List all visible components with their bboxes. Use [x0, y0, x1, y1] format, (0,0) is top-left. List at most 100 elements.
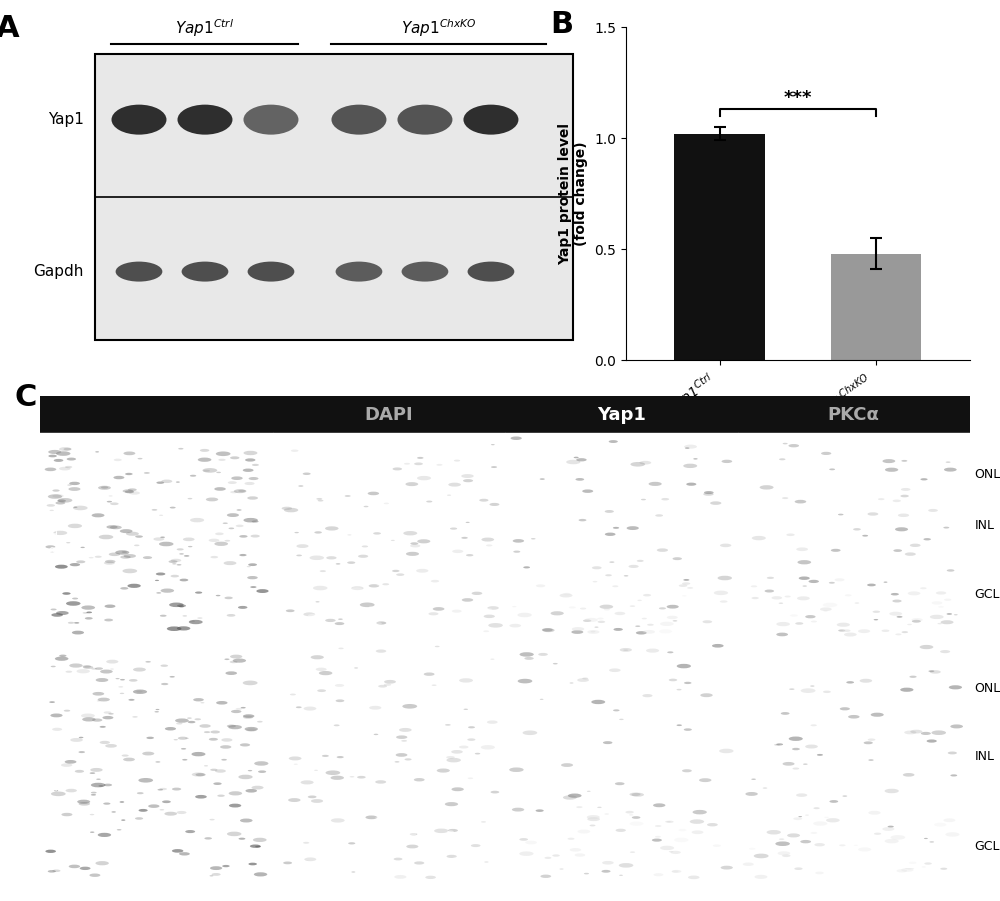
Ellipse shape: [540, 875, 551, 878]
Ellipse shape: [593, 581, 597, 582]
Ellipse shape: [575, 478, 584, 481]
Ellipse shape: [776, 633, 788, 636]
Ellipse shape: [63, 448, 71, 450]
Ellipse shape: [719, 749, 734, 753]
Ellipse shape: [488, 623, 503, 628]
Ellipse shape: [53, 531, 67, 535]
Ellipse shape: [314, 769, 318, 771]
Ellipse shape: [892, 599, 902, 603]
Ellipse shape: [220, 745, 231, 749]
Ellipse shape: [256, 589, 269, 593]
Ellipse shape: [192, 772, 205, 777]
Ellipse shape: [49, 701, 55, 703]
Ellipse shape: [575, 853, 585, 857]
Ellipse shape: [786, 533, 795, 536]
Ellipse shape: [338, 648, 344, 650]
Ellipse shape: [164, 812, 177, 815]
Ellipse shape: [73, 506, 77, 508]
Ellipse shape: [45, 468, 56, 471]
Ellipse shape: [944, 598, 951, 601]
Ellipse shape: [811, 621, 817, 623]
Ellipse shape: [364, 505, 369, 507]
Ellipse shape: [667, 615, 678, 619]
Ellipse shape: [227, 514, 239, 517]
Ellipse shape: [99, 534, 113, 540]
Ellipse shape: [159, 514, 163, 516]
Ellipse shape: [337, 756, 344, 759]
Ellipse shape: [204, 731, 210, 733]
Ellipse shape: [710, 501, 721, 505]
Ellipse shape: [301, 852, 311, 855]
Ellipse shape: [771, 596, 782, 599]
Ellipse shape: [524, 657, 534, 660]
Ellipse shape: [785, 596, 791, 597]
Ellipse shape: [188, 546, 192, 547]
Ellipse shape: [845, 595, 852, 596]
Ellipse shape: [115, 551, 129, 555]
Ellipse shape: [105, 605, 115, 608]
Ellipse shape: [106, 525, 118, 529]
Ellipse shape: [280, 809, 292, 813]
Ellipse shape: [459, 745, 469, 749]
Ellipse shape: [669, 851, 673, 852]
Ellipse shape: [95, 861, 109, 865]
Ellipse shape: [227, 614, 235, 616]
Ellipse shape: [805, 744, 818, 749]
Ellipse shape: [64, 710, 70, 712]
Ellipse shape: [792, 748, 800, 751]
Ellipse shape: [196, 773, 206, 777]
Ellipse shape: [320, 570, 326, 572]
Ellipse shape: [393, 468, 402, 470]
Ellipse shape: [104, 561, 115, 565]
Ellipse shape: [160, 665, 168, 667]
Ellipse shape: [437, 813, 443, 815]
Ellipse shape: [702, 620, 712, 623]
Ellipse shape: [129, 491, 140, 495]
Ellipse shape: [402, 704, 417, 709]
Ellipse shape: [48, 450, 61, 454]
Ellipse shape: [334, 724, 340, 726]
Ellipse shape: [338, 813, 350, 816]
Ellipse shape: [835, 578, 844, 581]
Ellipse shape: [616, 829, 626, 832]
Ellipse shape: [790, 614, 798, 617]
Ellipse shape: [212, 873, 221, 876]
Ellipse shape: [52, 728, 62, 731]
Ellipse shape: [59, 467, 71, 470]
Ellipse shape: [111, 811, 116, 813]
Ellipse shape: [489, 503, 499, 506]
Ellipse shape: [576, 458, 587, 461]
Ellipse shape: [153, 537, 164, 541]
Ellipse shape: [868, 739, 875, 741]
Ellipse shape: [954, 614, 958, 615]
Ellipse shape: [793, 768, 799, 769]
Ellipse shape: [783, 442, 788, 444]
Ellipse shape: [298, 486, 303, 487]
Ellipse shape: [570, 848, 581, 851]
Ellipse shape: [227, 724, 236, 727]
Ellipse shape: [128, 488, 137, 491]
Ellipse shape: [932, 601, 942, 605]
Ellipse shape: [520, 652, 534, 657]
Ellipse shape: [102, 716, 113, 719]
Ellipse shape: [938, 606, 944, 608]
Ellipse shape: [77, 669, 90, 673]
Ellipse shape: [945, 833, 960, 837]
Ellipse shape: [252, 521, 259, 523]
Ellipse shape: [158, 789, 163, 790]
Ellipse shape: [79, 737, 83, 738]
Ellipse shape: [657, 549, 668, 552]
Ellipse shape: [878, 498, 884, 500]
Ellipse shape: [590, 824, 595, 826]
Ellipse shape: [485, 605, 490, 606]
Ellipse shape: [96, 778, 101, 780]
Ellipse shape: [200, 702, 204, 704]
Ellipse shape: [159, 787, 167, 790]
Ellipse shape: [326, 770, 340, 775]
Ellipse shape: [882, 630, 889, 632]
Text: Gapdh: Gapdh: [34, 264, 84, 279]
Ellipse shape: [704, 491, 714, 494]
Ellipse shape: [779, 838, 784, 840]
Ellipse shape: [538, 653, 548, 656]
Ellipse shape: [552, 854, 560, 857]
